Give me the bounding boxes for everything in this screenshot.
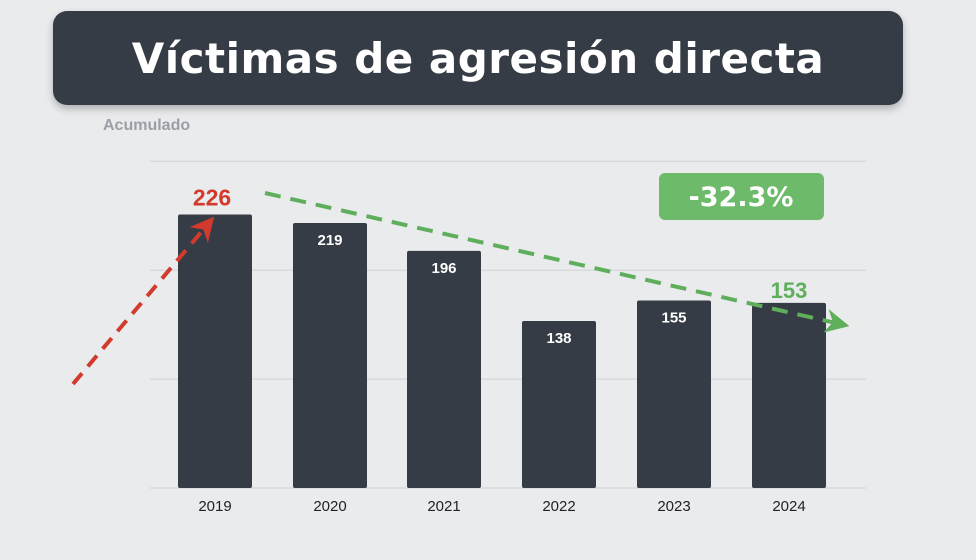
chart-subtitle: Acumulado [103, 117, 191, 134]
change-badge [659, 173, 824, 220]
change-badge-label: -32.3% [689, 182, 794, 213]
bar-2022 [522, 321, 596, 488]
x-tick-label-2024: 2024 [772, 498, 805, 515]
data-label-2023: 155 [661, 309, 686, 326]
bar-2024 [752, 302, 826, 488]
x-tick-label-2021: 2021 [427, 498, 460, 515]
x-tick-label-2023: 2023 [657, 498, 690, 515]
x-tick-label-2019: 2019 [198, 498, 231, 515]
falling-trend-arrow [264, 191, 850, 333]
title-banner: Víctimas de agresión directa [53, 11, 903, 105]
x-tick-label-2022: 2022 [542, 498, 575, 515]
data-label-2021: 196 [431, 260, 456, 277]
rising-trend-arrow [71, 216, 215, 386]
data-label-2024: 153 [771, 278, 808, 303]
bar-2020 [293, 223, 367, 488]
chart-title: Víctimas de agresión directa [131, 33, 825, 83]
x-tick-label-2020: 2020 [313, 498, 346, 515]
bar-2019 [178, 214, 252, 489]
bar-2023 [637, 300, 711, 488]
data-label-2022: 138 [546, 330, 571, 347]
data-label-2020: 219 [317, 232, 342, 249]
bar-2021 [407, 250, 481, 488]
data-label-2019: 226 [193, 185, 231, 211]
